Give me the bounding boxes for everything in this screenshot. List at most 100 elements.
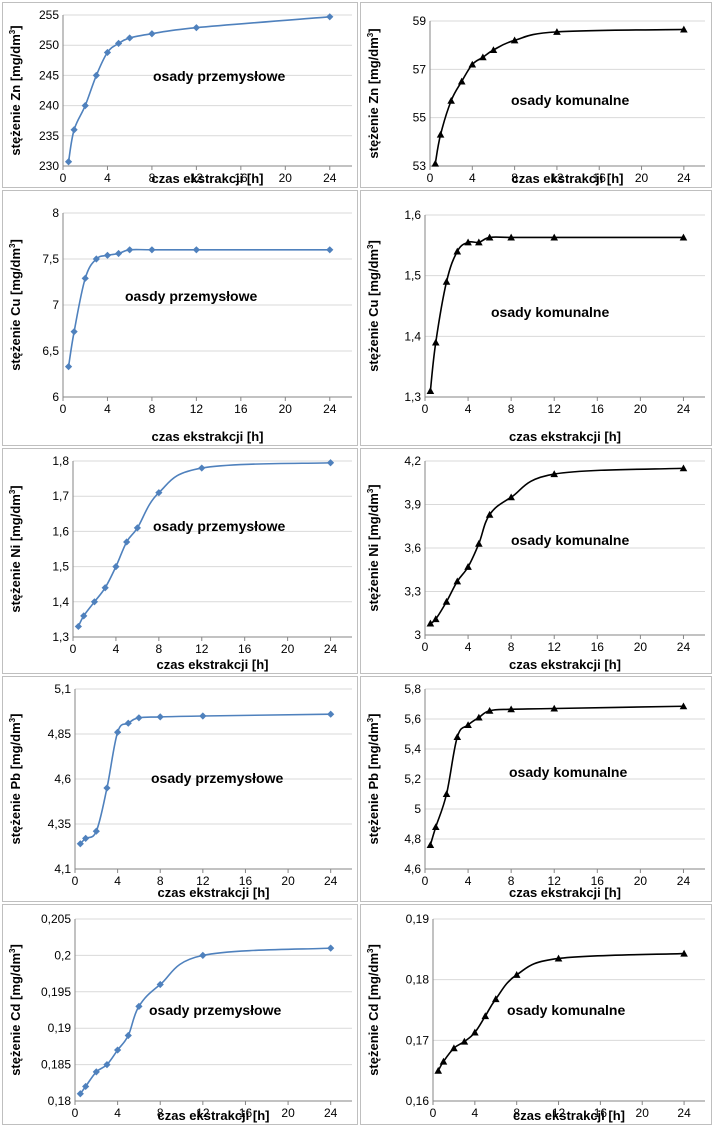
chart-panel-cu-przemyslowe: 6 6,5 7 7,5 8 0 4 8 12 16 20 24 czas ekstrakcji [h] s…	[2, 190, 358, 446]
y-axis-title: stężenie Zn [mg/dm3]	[8, 25, 23, 155]
data-point	[442, 277, 451, 285]
x-tick-label: 16	[238, 642, 252, 656]
data-point	[81, 274, 89, 282]
y-tick-label: 7	[52, 298, 59, 312]
x-tick-label: 16	[239, 874, 253, 888]
data-point	[92, 71, 100, 79]
y-tick-label: 0,17	[406, 1033, 430, 1047]
data-point	[431, 338, 440, 346]
x-tick-label: 12	[548, 640, 562, 654]
x-tick-label: 0	[422, 402, 429, 416]
data-point	[326, 459, 335, 467]
x-tick-label: 0	[70, 642, 77, 656]
data-point	[92, 827, 100, 835]
data-point	[126, 246, 134, 254]
data-point	[198, 464, 206, 472]
x-tick-label: 24	[324, 874, 338, 888]
x-tick-label: 12	[190, 402, 204, 416]
data-point	[679, 233, 688, 241]
x-tick-label: 4	[465, 402, 472, 416]
y-tick-label: 1,8	[52, 454, 69, 468]
x-tick-label: 16	[234, 402, 248, 416]
x-tick-label: 16	[591, 402, 605, 416]
y-tick-label: 1,3	[404, 390, 421, 404]
data-point	[80, 612, 88, 620]
data-point	[442, 597, 451, 605]
x-tick-label: 4	[472, 1106, 479, 1120]
y-tick-label: 1,3	[52, 630, 69, 644]
chart-panel-cu-komunalne: 1,3 1,4 1,5 1,6 0 4 8 12 16 20 24 czas ekstrakcji […	[360, 190, 712, 446]
x-axis-title: czas ekstrakcji [h]	[151, 171, 263, 186]
data-point	[481, 1012, 490, 1020]
y-tick-label: 0,205	[41, 912, 71, 926]
x-tick-label: 20	[635, 171, 649, 185]
y-tick-label: 1,7	[52, 489, 69, 503]
y-tick-label: 4,2	[404, 454, 421, 468]
y-tick-label: 235	[39, 129, 59, 143]
data-point	[92, 255, 100, 263]
data-point	[426, 387, 435, 394]
y-tick-label: 245	[39, 68, 59, 82]
series-line	[79, 947, 331, 1095]
x-tick-label: 8	[157, 1106, 164, 1120]
y-tick-label: 3,3	[404, 585, 421, 599]
x-tick-label: 12	[196, 1106, 210, 1120]
data-point	[479, 53, 487, 61]
y-tick-label: 4,6	[54, 772, 71, 786]
y-axis-title: stężenie Ni [mg/dm3]	[8, 485, 23, 612]
y-tick-label: 0,18	[48, 1094, 72, 1108]
x-tick-label: 4	[104, 171, 111, 185]
y-tick-label: 3,6	[404, 541, 421, 555]
series-annotation: osady komunalne	[509, 764, 627, 780]
data-point	[114, 249, 123, 258]
data-point	[192, 24, 200, 32]
x-tick-label: 0	[72, 874, 79, 888]
y-tick-label: 0,19	[406, 912, 430, 926]
x-tick-label: 0	[60, 171, 67, 185]
chart-svg: 6 6,5 7 7,5 8 0 4 8 12 16 20 24 czas ekstrakcji [h] s…	[8, 206, 352, 444]
y-tick-label: 1,4	[52, 595, 69, 609]
data-point	[103, 48, 112, 57]
y-axis-title: stężenie Ni [mg/dm3]	[366, 484, 381, 611]
x-tick-label: 8	[149, 402, 156, 416]
data-point	[507, 705, 515, 713]
x-tick-label: 20	[281, 874, 295, 888]
x-tick-label: 4	[465, 874, 472, 888]
x-tick-label: 4	[469, 171, 476, 185]
y-tick-label: 7,5	[42, 252, 59, 266]
series-annotation: osady komunalne	[511, 92, 629, 108]
data-point	[101, 584, 109, 592]
y-tick-label: 0,18	[406, 973, 430, 987]
x-tick-label: 0	[72, 1106, 79, 1120]
data-point	[327, 710, 335, 718]
y-tick-label: 59	[413, 14, 427, 28]
chart-panel-ni-komunalne: 3 3,3 3,6 3,9 4,2 0 4 8 12 16 20 24 czas ekstrakcji …	[360, 448, 712, 674]
data-point	[431, 159, 440, 167]
x-tick-label: 20	[634, 402, 648, 416]
data-point	[475, 238, 483, 246]
y-tick-label: 5	[414, 802, 421, 816]
x-tick-label: 0	[427, 171, 434, 185]
data-point	[192, 246, 200, 254]
y-tick-label: 255	[39, 8, 59, 22]
x-tick-label: 0	[60, 402, 67, 416]
x-tick-label: 24	[324, 1106, 338, 1120]
y-tick-label: 4,85	[48, 727, 72, 741]
data-point	[76, 1090, 84, 1098]
x-axis-title: czas ekstrakcji [h]	[509, 657, 621, 672]
series-line	[429, 236, 684, 392]
data-point	[447, 96, 455, 104]
x-tick-label: 20	[279, 402, 293, 416]
x-tick-label: 4	[113, 642, 120, 656]
data-point	[148, 30, 156, 38]
y-tick-label: 1,6	[52, 524, 69, 538]
data-point	[485, 233, 494, 241]
x-tick-label: 24	[677, 640, 691, 654]
series-annotation: osady komunalne	[507, 1002, 625, 1018]
x-tick-label: 20	[279, 171, 293, 185]
data-point	[126, 34, 134, 42]
x-tick-label: 24	[677, 402, 691, 416]
data-point	[64, 363, 73, 371]
data-point	[475, 539, 483, 547]
